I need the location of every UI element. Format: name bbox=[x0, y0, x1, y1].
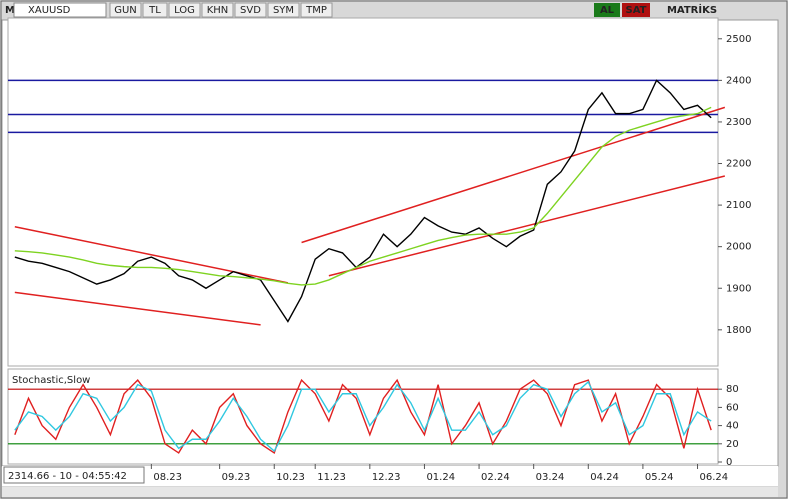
y-tick-label: 1800 bbox=[726, 325, 751, 336]
x-tick-label: 05.24 bbox=[645, 472, 674, 483]
toolbar-button-label[interactable]: KHN bbox=[207, 5, 229, 16]
toolbar-button[interactable] bbox=[300, 2, 333, 18]
series-line bbox=[14, 106, 712, 286]
y-tick-label: 2000 bbox=[726, 242, 751, 253]
symbol-box bbox=[13, 2, 107, 18]
symbol: XAUUSD bbox=[28, 5, 71, 16]
sell-label[interactable]: SAT bbox=[626, 5, 647, 16]
y-tick-label: 80 bbox=[726, 384, 739, 395]
y-tick-label: 40 bbox=[726, 421, 739, 432]
y-tick-label: 60 bbox=[726, 402, 739, 413]
toolbar-button-label[interactable]: TMP bbox=[305, 5, 327, 16]
trend-line bbox=[301, 106, 726, 244]
status-box bbox=[3, 466, 145, 484]
x-tick-label: 03.24 bbox=[536, 472, 565, 483]
toolbar-button[interactable] bbox=[109, 2, 142, 18]
x-tick-label: 12.23 bbox=[372, 472, 401, 483]
toolbar-button-label[interactable]: GUN bbox=[114, 5, 137, 16]
toolbar-button-label[interactable]: TL bbox=[148, 5, 161, 16]
trend-line bbox=[14, 225, 289, 284]
x-tick-label: 10.23 bbox=[276, 472, 305, 483]
x-tick-label: 02.24 bbox=[481, 472, 510, 483]
sell-button[interactable] bbox=[622, 3, 650, 17]
x-tick-label: 09.23 bbox=[222, 472, 251, 483]
x-tick-label: 04.24 bbox=[590, 472, 619, 483]
toolbar-button-label[interactable]: SVD bbox=[240, 5, 261, 16]
toolbar-button-label[interactable]: LOG bbox=[174, 5, 195, 16]
series-line bbox=[14, 378, 712, 454]
x-axis-band bbox=[2, 466, 778, 486]
logo: M bbox=[5, 5, 15, 16]
toolbar-button[interactable] bbox=[201, 2, 234, 18]
y-tick-label: 20 bbox=[726, 439, 739, 450]
toolbar-button-label[interactable]: SYM bbox=[273, 5, 294, 16]
y-tick-label: 2500 bbox=[726, 34, 751, 45]
y-tick-label: 0 bbox=[726, 457, 732, 468]
y-tick-label: 2100 bbox=[726, 200, 751, 211]
trend-line bbox=[14, 291, 261, 326]
price-panel bbox=[7, 17, 719, 367]
x-tick-label: 06.24 bbox=[700, 472, 729, 483]
y-tick-label: 2400 bbox=[726, 75, 751, 86]
y-tick-label: 2300 bbox=[726, 117, 751, 128]
y-tick-label: 1900 bbox=[726, 283, 751, 294]
brand: MATRİKS bbox=[667, 2, 717, 16]
y-tick-label: 2200 bbox=[726, 159, 751, 170]
x-tick-label: 08.23 bbox=[153, 472, 182, 483]
buy-button[interactable] bbox=[594, 3, 620, 17]
status-text: 2314.66 - 10 - 04:55:42 bbox=[8, 471, 127, 482]
toolbar-button[interactable] bbox=[234, 2, 267, 18]
toolbar-button[interactable] bbox=[168, 2, 201, 18]
x-tick-label: 11.23 bbox=[317, 472, 346, 483]
toolbar-button[interactable] bbox=[267, 2, 300, 18]
trend-line bbox=[328, 175, 726, 277]
x-tick-label: 01.24 bbox=[426, 472, 455, 483]
panel-title: Stochastic,Slow bbox=[12, 375, 90, 386]
series-line bbox=[14, 380, 712, 453]
buy-label[interactable]: AL bbox=[600, 5, 615, 16]
scrollbar[interactable] bbox=[2, 487, 778, 497]
toolbar-button[interactable] bbox=[142, 2, 168, 18]
